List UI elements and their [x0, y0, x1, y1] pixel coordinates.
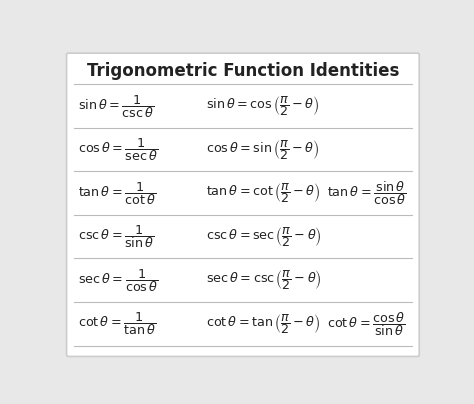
- Text: $\cot \theta = \dfrac{1}{\tan \theta}$: $\cot \theta = \dfrac{1}{\tan \theta}$: [78, 310, 156, 337]
- Text: $\sin \theta = \dfrac{1}{\csc \theta}$: $\sin \theta = \dfrac{1}{\csc \theta}$: [78, 93, 154, 120]
- Text: $\sec \theta = \dfrac{1}{\cos \theta}$: $\sec \theta = \dfrac{1}{\cos \theta}$: [78, 267, 158, 294]
- FancyBboxPatch shape: [66, 53, 419, 356]
- Text: $\tan \theta = \dfrac{1}{\cot \theta}$: $\tan \theta = \dfrac{1}{\cot \theta}$: [78, 180, 156, 206]
- Text: $\sec \theta = \csc \left( \dfrac{\pi}{2} - \theta \right)$: $\sec \theta = \csc \left( \dfrac{\pi}{2…: [206, 268, 322, 292]
- Text: $\csc \theta = \sec \left( \dfrac{\pi}{2} - \theta \right)$: $\csc \theta = \sec \left( \dfrac{\pi}{2…: [206, 225, 322, 249]
- Text: $\cot \theta = \tan \left( \dfrac{\pi}{2} - \theta \right)$: $\cot \theta = \tan \left( \dfrac{\pi}{2…: [206, 312, 320, 336]
- Text: $\tan \theta = \cot \left( \dfrac{\pi}{2} - \theta \right)$: $\tan \theta = \cot \left( \dfrac{\pi}{2…: [206, 181, 320, 205]
- Text: $\sin \theta = \cos \left( \dfrac{\pi}{2} - \theta \right)$: $\sin \theta = \cos \left( \dfrac{\pi}{2…: [206, 94, 319, 118]
- Text: $\tan \theta = \dfrac{\sin \theta}{\cos \theta}$: $\tan \theta = \dfrac{\sin \theta}{\cos …: [328, 179, 407, 207]
- Text: Trigonometric Function Identities: Trigonometric Function Identities: [87, 63, 399, 80]
- Text: $\csc \theta = \dfrac{1}{\sin \theta}$: $\csc \theta = \dfrac{1}{\sin \theta}$: [78, 223, 154, 250]
- Text: $\cos \theta = \sin \left( \dfrac{\pi}{2} - \theta \right)$: $\cos \theta = \sin \left( \dfrac{\pi}{2…: [206, 138, 319, 162]
- Text: $\cos \theta = \dfrac{1}{\sec \theta}$: $\cos \theta = \dfrac{1}{\sec \theta}$: [78, 136, 158, 163]
- Text: $\cot \theta = \dfrac{\cos \theta}{\sin \theta}$: $\cot \theta = \dfrac{\cos \theta}{\sin …: [328, 310, 406, 338]
